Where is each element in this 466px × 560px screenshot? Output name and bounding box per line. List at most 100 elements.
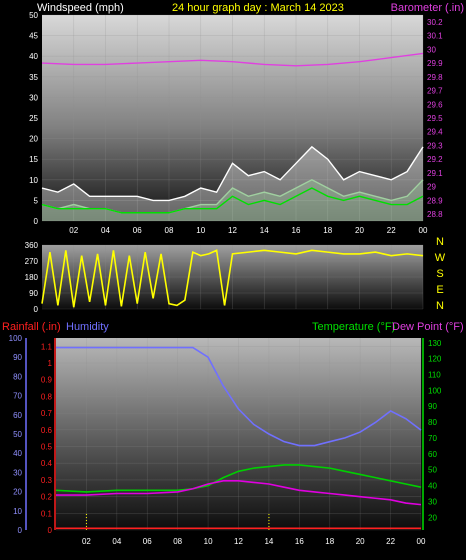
rain-tick-label: 1.1 <box>41 342 53 351</box>
wind-tick-label: 30 <box>29 93 38 102</box>
baro-tick-label: 30 <box>427 45 436 54</box>
dewpoint-label: Dew Point (°F) <box>392 321 464 333</box>
direction-tick-label: 90 <box>29 289 38 298</box>
compass-label: N <box>436 300 444 312</box>
time-tick-label: 20 <box>355 226 364 235</box>
time-tick-label: 02 <box>69 226 78 235</box>
temp-tick-label: 60 <box>428 450 437 459</box>
temp-tick-label: 90 <box>428 402 437 411</box>
baro-tick-label: 30.2 <box>427 18 443 27</box>
humidity-tick-label: 0 <box>18 526 23 535</box>
baro-tick-label: 28.8 <box>427 210 443 219</box>
temp-tick-label: 130 <box>428 339 442 348</box>
time-tick-label: 04 <box>112 537 121 546</box>
baro-tick-label: 29.5 <box>427 114 443 123</box>
time-tick-label: 10 <box>204 537 213 546</box>
panel3-background <box>56 338 421 530</box>
humidity-tick-label: 60 <box>13 411 22 420</box>
compass-label: E <box>436 284 443 296</box>
rain-tick-label: 0.7 <box>41 409 53 418</box>
rain-tick-label: 0.3 <box>41 476 53 485</box>
humidity-tick-label: 10 <box>13 507 22 516</box>
humidity-tick-label: 100 <box>9 334 23 343</box>
humidity-label: Humidity <box>66 321 109 333</box>
time-tick-label: 16 <box>292 226 301 235</box>
wind-tick-label: 25 <box>29 114 38 123</box>
rain-tick-label: 0.6 <box>41 426 53 435</box>
humidity-tick-label: 90 <box>13 353 22 362</box>
panel2-grid <box>42 244 424 310</box>
humidity-tick-label: 40 <box>13 449 22 458</box>
time-tick-label: 22 <box>386 537 395 546</box>
temp-tick-label: 30 <box>428 497 437 506</box>
baro-tick-label: 29.2 <box>427 155 443 164</box>
rain-tick-label: 0.9 <box>41 376 53 385</box>
temp-tick-label: 80 <box>428 418 437 427</box>
temp-tick-label: 100 <box>428 386 442 395</box>
baro-tick-label: 28.9 <box>427 196 443 205</box>
panel3-series <box>55 346 422 530</box>
series-line-3 <box>41 187 424 214</box>
wind-tick-label: 40 <box>29 52 38 61</box>
temperature-label: Temperature (°F) <box>312 321 395 333</box>
wind-area-2 <box>42 179 423 221</box>
direction-tick-label: 270 <box>25 257 39 266</box>
wind-tick-label: 50 <box>29 11 38 20</box>
temp-tick-label: 20 <box>428 513 437 522</box>
chart-title: 24 hour graph day : March 14 2023 <box>172 2 344 14</box>
panel3-ticks: 0 0.1 0.2 0.3 0.4 0.5 0.6 0.7 0.8 0.9 1 1.1 0 10 20 30 4… <box>9 334 442 546</box>
wind-tick-label: 35 <box>29 73 38 82</box>
compass-label: W <box>435 252 446 264</box>
humidity-tick-label: 50 <box>13 430 22 439</box>
baro-tick-label: 29.4 <box>427 128 443 137</box>
panel2-ticks: 0 90 180 270 360 <box>25 241 39 314</box>
rain-tick-label: 1 <box>48 359 53 368</box>
baro-tick-label: 29.7 <box>427 87 443 96</box>
wind-area-1 <box>42 146 423 221</box>
humidity-tick-label: 20 <box>13 488 22 497</box>
direction-tick-label: 0 <box>34 305 39 314</box>
baro-tick-label: 29.6 <box>427 100 443 109</box>
series-line-temperature <box>55 464 422 493</box>
barometer-label: Barometer (.in) <box>391 2 464 14</box>
baro-tick-label: 29.9 <box>427 59 443 68</box>
time-tick-label: 06 <box>133 226 142 235</box>
time-tick-label: 00 <box>419 226 428 235</box>
rain-tick-label: 0.1 <box>41 509 53 518</box>
time-tick-label: 20 <box>356 537 365 546</box>
wind-tick-label: 10 <box>29 176 38 185</box>
baro-tick-label: 30.1 <box>427 32 443 41</box>
series-line-humidity <box>56 346 422 447</box>
wind-tick-label: 20 <box>29 135 38 144</box>
time-tick-label: 12 <box>234 537 243 546</box>
time-tick-label: 10 <box>196 226 205 235</box>
time-tick-label: 14 <box>260 226 269 235</box>
rainfall-label: Rainfall (.in) <box>2 321 61 333</box>
windspeed-label: Windspeed (mph) <box>37 2 124 14</box>
rain-tick-label: 0.2 <box>41 493 53 502</box>
series-line-dew-point <box>56 480 422 506</box>
baro-tick-label: 29.3 <box>427 141 443 150</box>
time-tick-label: 16 <box>295 537 304 546</box>
time-tick-label: 14 <box>264 537 273 546</box>
humidity-tick-label: 30 <box>13 468 22 477</box>
time-tick-label: 18 <box>323 226 332 235</box>
wind-tick-label: 45 <box>29 32 38 41</box>
time-tick-label: 08 <box>165 226 174 235</box>
panel1-ticks: 0 5 10 15 20 25 30 35 40 45 50 28.8 28.9 29 29.1 29.2 29… <box>29 11 443 235</box>
compass-label: S <box>436 268 443 280</box>
rain-tick-label: 0.8 <box>41 392 53 401</box>
series-line-0 <box>41 52 424 67</box>
time-tick-label: 22 <box>387 226 396 235</box>
time-tick-label: 12 <box>228 226 237 235</box>
temp-tick-label: 40 <box>428 482 437 491</box>
baro-tick-label: 29.1 <box>427 169 443 178</box>
temp-humidity-panel: Rainfall (.in) Humidity Temperature (°F)… <box>2 321 464 546</box>
temp-tick-label: 70 <box>428 434 437 443</box>
direction-tick-label: 360 <box>25 241 39 250</box>
wind-tick-label: 0 <box>34 217 39 226</box>
